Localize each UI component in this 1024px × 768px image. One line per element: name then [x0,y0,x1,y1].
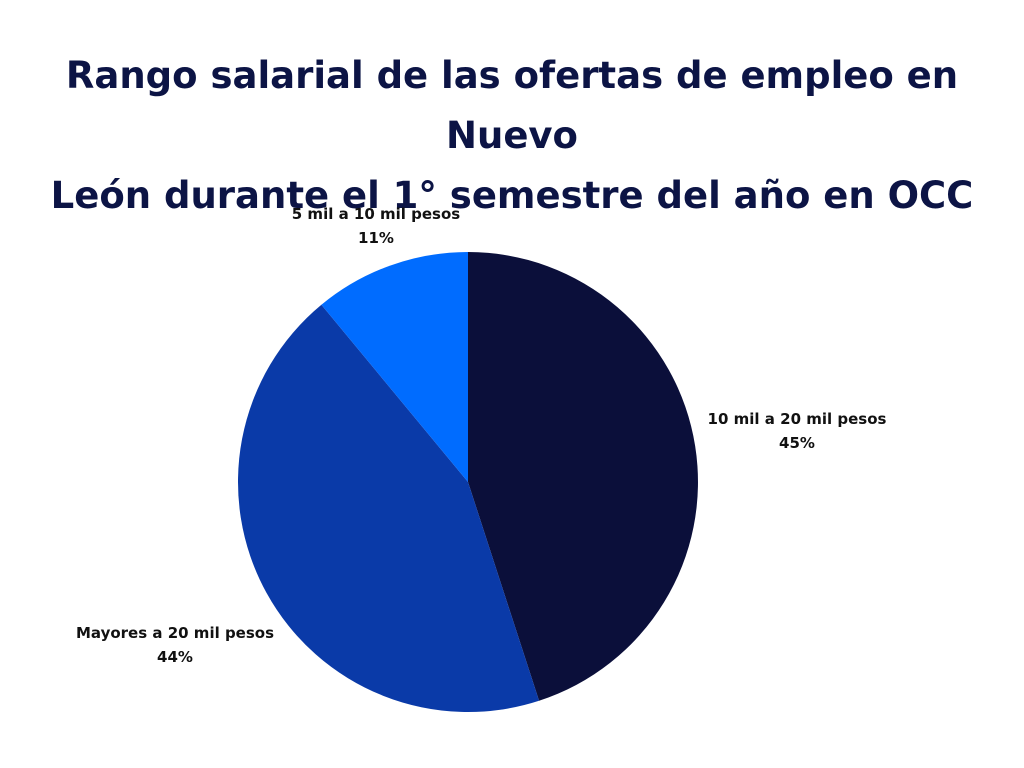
slice-label-mayores-20-mil: Mayores a 20 mil pesos 44% [76,621,274,669]
chart-title: Rango salarial de las ofertas de empleo … [0,46,1024,226]
slice-label-value: 44% [157,648,193,666]
pie-slice-0 [468,252,698,701]
pie-slice-1 [238,304,540,712]
pie-slice-2 [321,252,468,482]
slice-label-name: 5 mil a 10 mil pesos [291,205,461,223]
slice-label-5-10-mil: 5 mil a 10 mil pesos 11% [292,202,460,250]
slice-label-value: 45% [779,434,815,452]
chart-title-line-1: Rango salarial de las ofertas de empleo … [65,54,959,157]
slice-label-name: 10 mil a 20 mil pesos [707,410,887,428]
slice-label-value: 11% [358,229,394,247]
slice-label-10-20-mil: 10 mil a 20 mil pesos 45% [708,407,887,455]
chart-title-line-2: León durante el 1° semestre del año en O… [50,174,974,217]
slice-label-name: Mayores a 20 mil pesos [75,624,275,642]
